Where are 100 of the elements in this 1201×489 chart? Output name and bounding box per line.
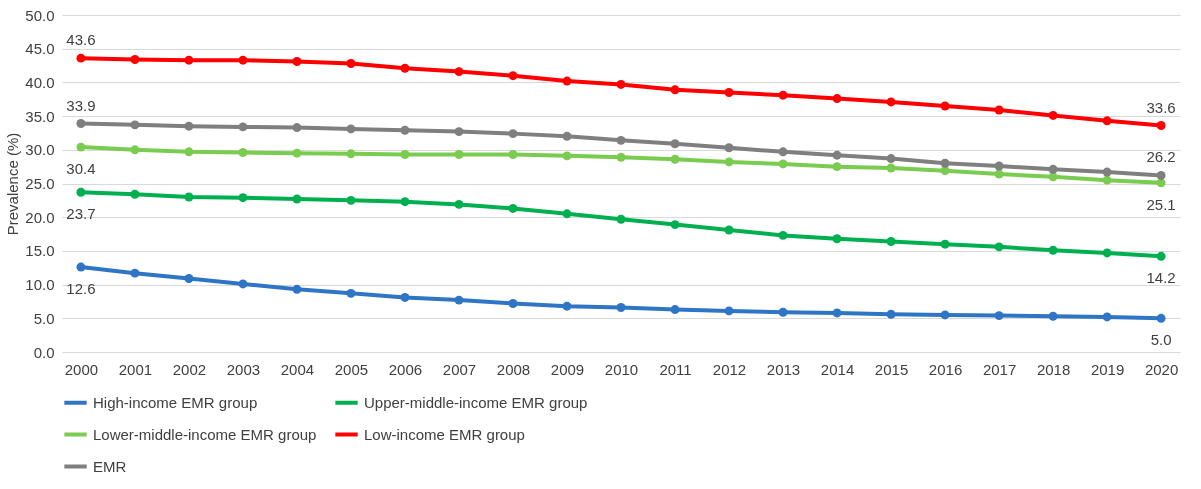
point (886, 309, 896, 319)
point (724, 143, 734, 153)
y-tick-label: 20.0 (25, 208, 55, 226)
legend-label: High-income EMR group (93, 393, 258, 411)
point (184, 192, 194, 202)
point (508, 150, 518, 159)
point (778, 230, 788, 240)
point (346, 124, 356, 134)
point (238, 122, 248, 132)
point (454, 199, 464, 209)
data-label: 33.6 (1146, 98, 1176, 116)
x-tick-label: 2013 (766, 360, 801, 378)
point (238, 55, 248, 65)
point (832, 150, 842, 160)
data-label: 26.2 (1146, 148, 1176, 166)
y-tick-label: 25.0 (25, 175, 55, 192)
point (400, 125, 410, 135)
point (994, 161, 1004, 171)
x-tick-label: 2014 (820, 360, 855, 378)
point (184, 121, 194, 131)
point (1102, 175, 1112, 185)
x-tick-label: 2004 (280, 360, 315, 378)
point (1102, 167, 1112, 177)
point (400, 292, 410, 302)
legend-label: Lower-middle-income EMR group (93, 425, 317, 443)
y-tick-label: 40.0 (25, 73, 55, 91)
point (940, 101, 950, 111)
x-tick-label: 2016 (928, 360, 963, 378)
point (940, 239, 950, 249)
point (616, 214, 626, 224)
x-tick-label: 2009 (550, 360, 585, 378)
legend-label: EMR (93, 457, 127, 475)
data-label: 30.4 (66, 160, 96, 178)
point (292, 148, 302, 158)
point (76, 119, 86, 128)
point (562, 209, 572, 219)
data-label: 33.9 (66, 96, 96, 114)
point (1048, 245, 1058, 255)
point (562, 131, 572, 141)
point (1048, 311, 1058, 321)
legend-label: Upper-middle-income EMR group (364, 393, 588, 411)
point (76, 262, 86, 272)
point (562, 301, 572, 311)
point (292, 284, 302, 294)
point (1102, 248, 1112, 258)
point (940, 158, 950, 168)
point (616, 79, 626, 89)
x-tick-label: 2010 (604, 360, 639, 378)
point (400, 197, 410, 207)
point (994, 169, 1004, 179)
point (832, 94, 842, 104)
x-tick-label: 2011 (659, 360, 692, 378)
point (1156, 170, 1166, 180)
x-tick-label: 2015 (874, 360, 909, 378)
x-tick-label: 2003 (226, 360, 261, 378)
point (400, 63, 410, 73)
data-label: 23.7 (66, 205, 96, 223)
point (130, 145, 140, 155)
point (238, 193, 248, 203)
x-tick-label: 2000 (64, 360, 99, 378)
point (832, 234, 842, 244)
point (454, 150, 464, 159)
x-tick-label: 2008 (496, 360, 531, 378)
point (724, 88, 734, 97)
point (130, 189, 140, 199)
y-tick-label: 0.0 (33, 343, 55, 361)
point (778, 90, 788, 100)
point (346, 288, 356, 298)
point (508, 203, 518, 213)
point (778, 307, 788, 317)
point (1156, 121, 1166, 130)
x-tick-label: 2019 (1090, 360, 1125, 378)
point (238, 279, 248, 289)
x-tick-label: 2017 (982, 360, 1017, 378)
y-tick-label: 45.0 (25, 40, 55, 58)
point (238, 148, 248, 157)
data-label: 5.0 (1150, 331, 1172, 349)
x-tick-label: 2020 (1144, 360, 1179, 378)
point (292, 194, 302, 204)
point (994, 242, 1004, 252)
point (562, 76, 572, 86)
point (994, 311, 1004, 321)
point (292, 123, 302, 133)
y-tick-label: 5.0 (33, 309, 55, 327)
point (724, 306, 734, 316)
x-tick-label: 2005 (334, 360, 369, 378)
point (670, 220, 680, 230)
point (778, 159, 788, 169)
legend-label: Low-income EMR group (364, 425, 525, 443)
point (1102, 116, 1112, 126)
y-axis-title: Prevalence (%) (4, 132, 22, 236)
point (184, 147, 194, 157)
data-label: 12.6 (66, 280, 96, 298)
point (292, 57, 302, 66)
point (454, 67, 464, 77)
point (346, 149, 356, 159)
point (508, 299, 518, 308)
point (616, 135, 626, 145)
point (454, 127, 464, 137)
point (886, 97, 896, 107)
